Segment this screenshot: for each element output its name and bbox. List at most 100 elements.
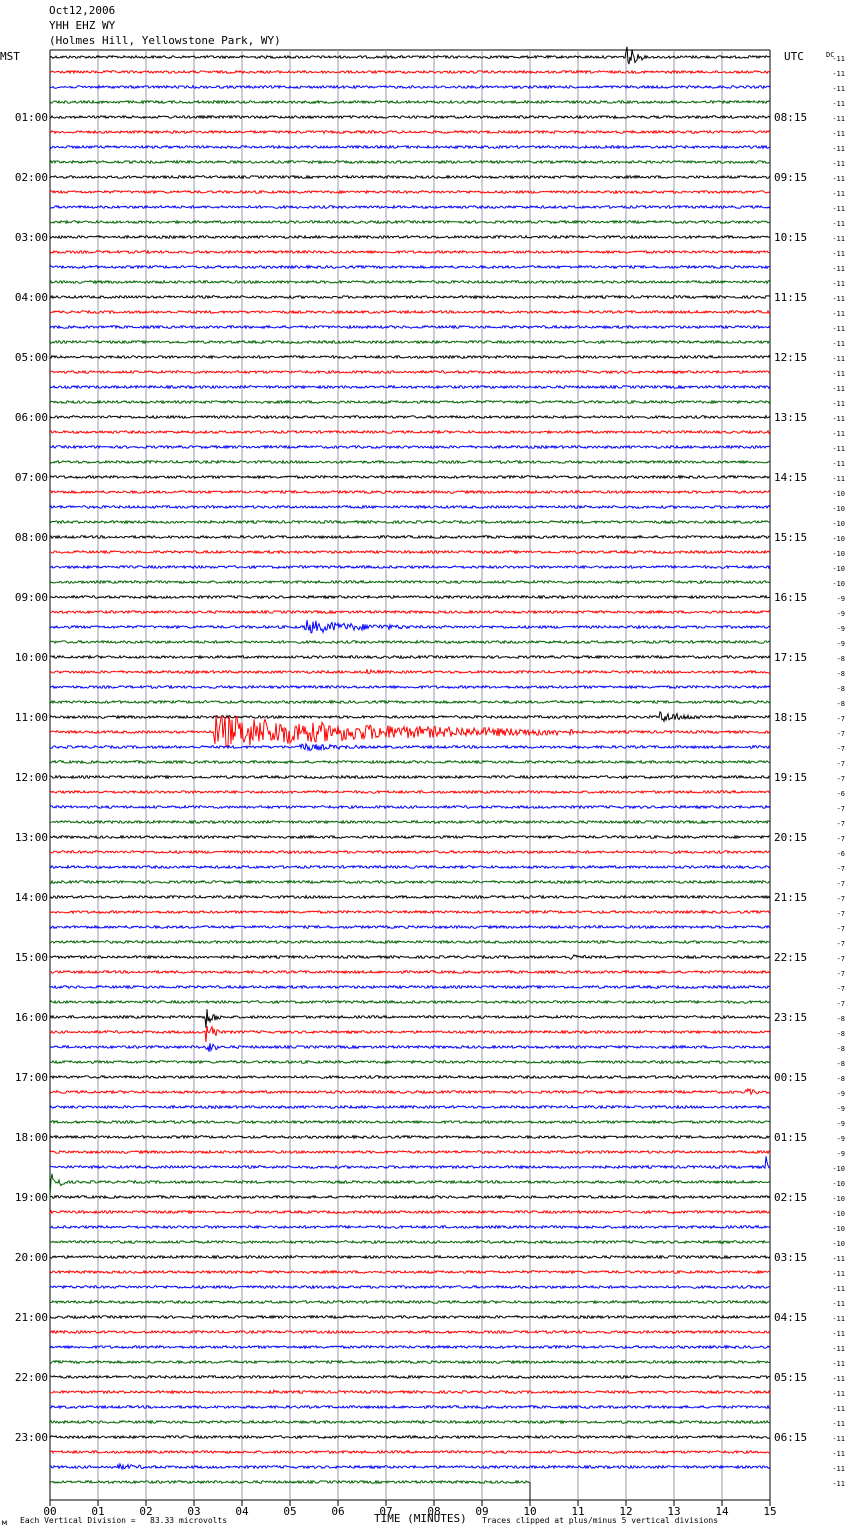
dc-offset-label: -11 <box>832 70 845 78</box>
dc-offset-label: -11 <box>832 415 845 423</box>
right-hour-label: 10:15 <box>774 231 807 244</box>
seismic-trace <box>49 1149 771 1155</box>
seismic-trace <box>49 69 771 75</box>
dc-offset-label: -11 <box>832 175 845 183</box>
left-hour-label: 17:00 <box>15 1071 48 1084</box>
left-hour-label: 10:00 <box>15 651 48 664</box>
dc-offset-label: -10 <box>832 1225 845 1233</box>
seismic-trace <box>49 1209 771 1215</box>
seismic-trace <box>49 564 771 570</box>
dc-offset-label: -10 <box>832 505 845 513</box>
seismic-trace <box>49 1329 771 1335</box>
dc-offset-label: -9 <box>837 595 845 603</box>
seismic-trace <box>49 129 771 135</box>
dc-offset-label: -7 <box>837 970 845 978</box>
left-timezone-label: MST <box>0 50 20 63</box>
x-tick-label: 09 <box>475 1505 488 1518</box>
plot-date: Oct12,2006 <box>49 4 116 17</box>
dc-offset-label: -8 <box>837 1075 845 1083</box>
seismic-trace <box>49 1156 771 1170</box>
dc-offset-label: -11 <box>832 160 845 168</box>
left-hour-label: 02:00 <box>15 171 48 184</box>
dc-offset-label: -10 <box>832 580 845 588</box>
left-hour-label: 04:00 <box>15 291 48 304</box>
x-tick-label: 10 <box>523 1505 536 1518</box>
seismic-trace <box>49 1479 531 1485</box>
seismic-trace <box>49 939 771 945</box>
seismic-trace <box>49 384 771 390</box>
dc-offset-label: -11 <box>832 430 845 438</box>
seismic-trace <box>49 774 771 780</box>
dc-offset-label: -8 <box>837 1045 845 1053</box>
dc-offset-label: -11 <box>832 340 845 348</box>
seismic-trace <box>49 834 771 840</box>
seismic-trace <box>49 459 771 465</box>
seismic-trace <box>49 99 771 105</box>
dc-offset-label: -7 <box>837 910 845 918</box>
dc-offset-label: -10 <box>832 520 845 528</box>
dc-offset-label: -9 <box>837 625 845 633</box>
dc-offset-label: -7 <box>837 940 845 948</box>
dc-offset-label: -10 <box>832 1180 845 1188</box>
dc-offset-label: -6 <box>837 790 845 798</box>
right-hour-label: 20:15 <box>774 831 807 844</box>
dc-offset-label: -11 <box>832 295 845 303</box>
dc-offset-label: -6 <box>837 850 845 858</box>
dc-offset-label: -11 <box>832 325 845 333</box>
dc-offset-label: -11 <box>832 130 845 138</box>
seismic-trace <box>49 789 771 795</box>
right-hour-label: 18:15 <box>774 711 807 724</box>
dc-offset-label: -11 <box>832 220 845 228</box>
dc-offset-label: -9 <box>837 1105 845 1113</box>
seismic-trace <box>49 264 771 270</box>
right-hour-label: 05:15 <box>774 1371 807 1384</box>
left-hour-label: 07:00 <box>15 471 48 484</box>
right-hour-label: 21:15 <box>774 891 807 904</box>
seismic-trace <box>49 159 771 165</box>
right-hour-label: 13:15 <box>774 411 807 424</box>
seismic-trace <box>49 1374 771 1380</box>
left-hour-label: 05:00 <box>15 351 48 364</box>
x-tick-label: 12 <box>619 1505 632 1518</box>
right-hour-label: 01:15 <box>774 1131 807 1144</box>
seismic-trace <box>49 1104 771 1110</box>
right-hour-label: 19:15 <box>774 771 807 784</box>
seismic-trace <box>49 954 771 960</box>
dc-offset-label: -7 <box>837 805 845 813</box>
seismic-trace <box>49 1134 771 1140</box>
x-axis-title: TIME (MINUTES) <box>374 1512 467 1525</box>
dc-offset-label: -11 <box>832 460 845 468</box>
dc-offset-label: -7 <box>837 925 845 933</box>
seismic-trace <box>49 189 771 195</box>
dc-offset-label: -7 <box>837 745 845 753</box>
dc-offset-label: -11 <box>832 1420 845 1428</box>
right-timezone-label: UTC <box>784 50 804 63</box>
seismic-trace <box>49 1299 770 1305</box>
x-tick-label: 15 <box>763 1505 776 1518</box>
seismic-trace <box>49 1344 771 1350</box>
dc-offset-label: -10 <box>832 1210 845 1218</box>
seismic-trace <box>49 324 771 330</box>
seismic-trace <box>49 1434 771 1440</box>
left-hour-label: 20:00 <box>15 1251 48 1264</box>
dc-offset-label: -9 <box>837 1090 845 1098</box>
seismic-trace <box>49 534 770 540</box>
right-hour-label: 22:15 <box>774 951 807 964</box>
seismic-trace <box>49 984 770 990</box>
dc-offset-label: -11 <box>832 385 845 393</box>
seismic-trace <box>49 759 771 765</box>
seismic-trace <box>49 1059 771 1065</box>
left-hour-label: 13:00 <box>15 831 48 844</box>
seismic-trace <box>49 1087 771 1096</box>
dc-offset-label: -8 <box>837 700 845 708</box>
seismic-trace <box>49 444 771 450</box>
dc-offset-label: -11 <box>832 1360 845 1368</box>
dc-offset-label: -11 <box>832 280 845 288</box>
seismic-trace <box>49 519 771 525</box>
dc-offset-label: -10 <box>832 1195 845 1203</box>
dc-offset-label: -11 <box>832 145 845 153</box>
seismic-trace <box>49 1119 771 1125</box>
seismic-trace <box>49 504 771 510</box>
dc-offset-label: -11 <box>832 1300 845 1308</box>
x-tick-label: 00 <box>43 1505 56 1518</box>
